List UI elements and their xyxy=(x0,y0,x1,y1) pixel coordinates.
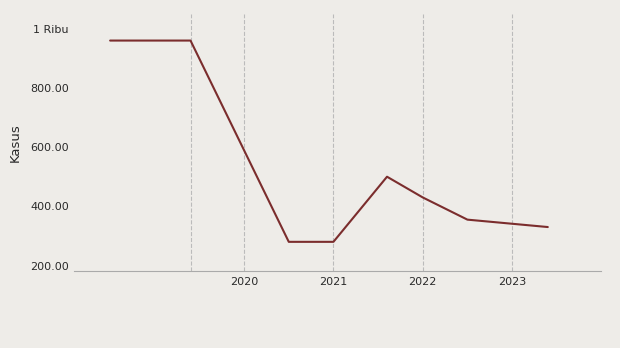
Line: Kalimantan Selatan: Kalimantan Selatan xyxy=(110,41,548,242)
Kalimantan Selatan xyxy=(419,195,427,199)
Kalimantan Selatan xyxy=(383,175,391,179)
Kalimantan Selatan xyxy=(285,240,293,244)
Kalimantan Selatan xyxy=(187,39,194,43)
Kalimantan Selatan xyxy=(464,218,471,222)
Kalimantan Selatan xyxy=(330,240,337,244)
Y-axis label: Kasus: Kasus xyxy=(9,123,22,162)
Kalimantan Selatan xyxy=(544,225,552,229)
Kalimantan Selatan xyxy=(107,39,114,43)
